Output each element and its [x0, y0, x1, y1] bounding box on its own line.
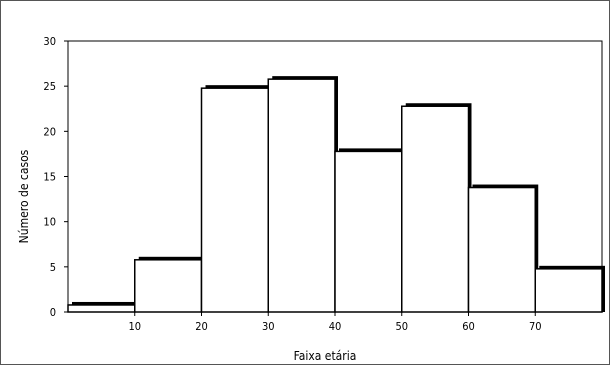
x-tick-label: 30 [262, 320, 275, 333]
x-tick-label: 60 [462, 320, 475, 333]
y-tick-label: 10 [43, 216, 56, 229]
x-tick-label: 50 [395, 320, 408, 333]
y-axis-label: Número de casos [17, 149, 31, 243]
y-tick-label: 0 [50, 306, 56, 319]
x-tick-label: 40 [329, 320, 342, 333]
x-tick-label: 70 [529, 320, 542, 333]
x-tick-label: 20 [195, 320, 208, 333]
bar-30-40 [267, 78, 336, 313]
bar-10-20 [134, 259, 203, 313]
bar-0-10 [67, 304, 136, 313]
y-tick-label: 25 [43, 80, 56, 93]
bar-20-30 [200, 87, 269, 313]
y-tick-label: 15 [43, 171, 56, 184]
bar-50-60 [401, 105, 470, 313]
y-tick-label: 20 [43, 125, 56, 138]
bar-60-70 [467, 186, 536, 313]
x-tick-label: 10 [128, 320, 141, 333]
y-tick-label: 30 [43, 35, 56, 48]
x-axis-label: Faixa etária [294, 349, 357, 363]
bar-40-50 [334, 150, 403, 313]
y-axis-ticks: 0 5 10 15 20 25 30 [43, 35, 68, 319]
bar-70-80 [534, 268, 603, 313]
bars-group [67, 76, 605, 313]
x-axis-ticks: 10 20 30 40 50 60 70 [128, 312, 542, 333]
y-tick-label: 5 [50, 261, 56, 274]
